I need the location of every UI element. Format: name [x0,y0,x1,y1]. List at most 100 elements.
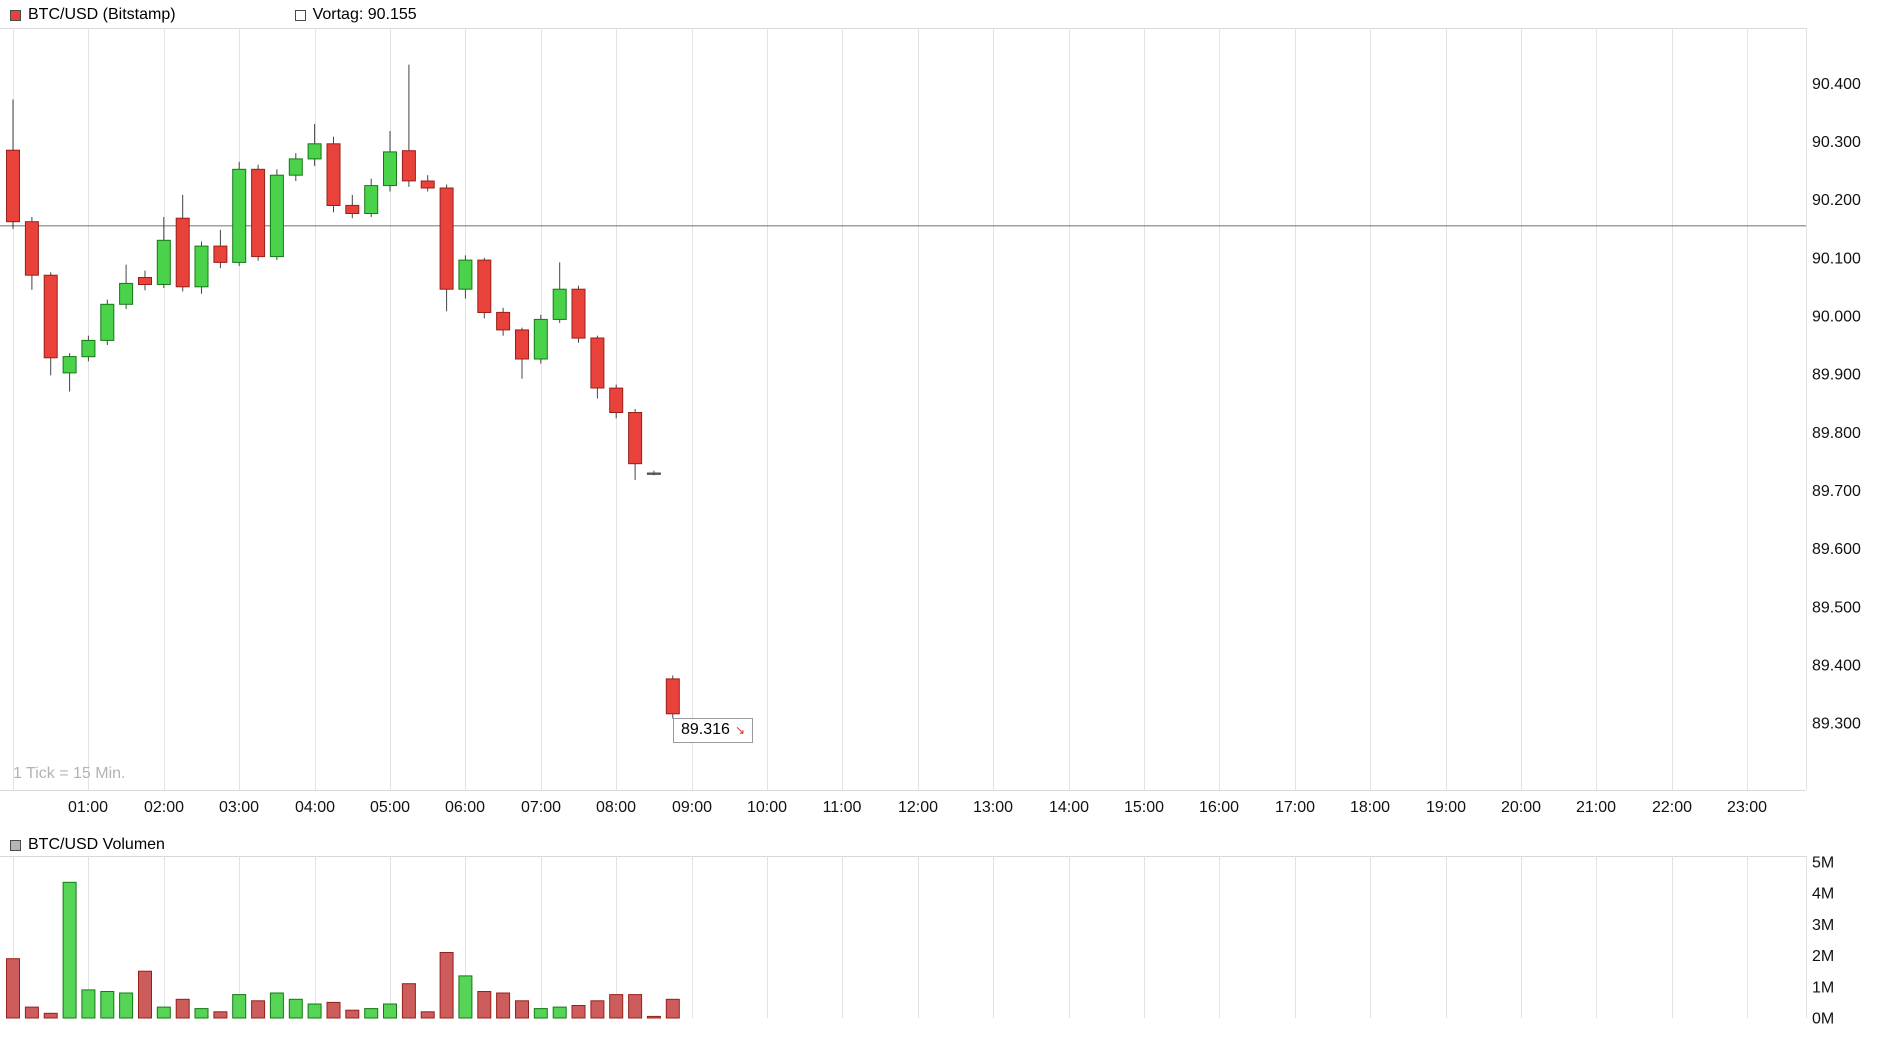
volume-axis-label: 4M [1812,886,1834,903]
time-axis-label: 07:00 [521,799,561,816]
time-axis-label: 10:00 [747,799,787,816]
previous-close-checkbox[interactable] [294,9,306,21]
candle-body [100,303,115,341]
candle-body [24,221,39,276]
volume-color-swatch-icon[interactable] [10,839,21,851]
volume-axis-label: 3M [1812,917,1834,934]
candle-body [288,158,303,176]
volume-bar [590,1000,605,1019]
volume-bar [439,952,454,1019]
time-axis-label: 14:00 [1049,799,1089,816]
time-axis-label: 11:00 [823,799,862,816]
candle-body [175,217,190,288]
time-axis-label: 22:00 [1652,799,1692,816]
time-axis-label: 15:00 [1124,799,1164,816]
volume-bar [401,983,416,1019]
last-price-value: 89.316 [681,721,730,738]
volume-bar [24,1006,39,1019]
time-axis-label: 12:00 [898,799,938,816]
volume-bar [307,1003,322,1019]
candle-body [646,472,661,475]
volume-bar [533,1008,548,1019]
previous-close-label: Vortag: 90.155 [312,6,417,23]
volume-bar [81,989,96,1019]
last-price-box: 89.316 ↘ [673,718,753,743]
time-axis-label: 09:00 [672,799,712,816]
volume-bar [251,1000,266,1019]
volume-bar [156,1006,171,1019]
candle-body [609,387,624,414]
candle-body [552,288,567,320]
price-axis-label: 89.600 [1812,541,1861,558]
volume-bar [552,1006,567,1019]
price-axis-label: 90.000 [1812,308,1861,325]
volume-bar [138,970,152,1019]
time-axis-label: 02:00 [144,799,184,816]
price-axis-label: 90.200 [1812,192,1861,209]
time-axis-label: 01:00 [68,799,108,816]
candle-body [119,282,134,305]
price-axis-label: 89.500 [1812,599,1861,616]
volume-bar [515,1000,529,1019]
candle-body [6,149,20,223]
time-axis-label: 20:00 [1501,799,1541,816]
time-axis-label: 17:00 [1275,799,1315,816]
candle-body [665,678,680,715]
time-axis-label: 21:00 [1576,799,1616,816]
volume-bar [609,994,624,1019]
volume-bar [496,992,511,1019]
candle-body [62,356,77,374]
volume-bar [6,958,20,1019]
volume-bar [646,1015,661,1019]
volume-bar [628,994,643,1019]
volume-label: BTC/USD Volumen [28,836,165,853]
volume-bar [194,1008,209,1019]
volume-bar [665,998,680,1019]
volume-axis-label: 0M [1812,1011,1834,1028]
candle-body [458,259,473,290]
candle-body [156,239,171,286]
volume-bar [383,1003,397,1019]
volume-bar [269,992,284,1019]
price-axis-label: 90.100 [1812,250,1861,267]
candle-body [269,174,284,258]
time-axis-label: 23:00 [1727,799,1767,816]
volume-bar [345,1009,360,1019]
time-axis-label: 16:00 [1199,799,1239,816]
series-label: BTC/USD (Bitstamp) [28,6,176,23]
volume-bar [175,998,190,1019]
series-color-swatch-icon[interactable] [10,9,21,21]
candle-body [515,329,529,360]
time-axis-label: 04:00 [295,799,335,816]
volume-bar [232,994,247,1019]
candle-body [364,185,379,215]
price-axis-label: 90.300 [1812,134,1861,151]
volume-axis-label: 5M [1812,855,1834,872]
arrow-down-right-icon: ↘ [734,723,745,737]
volume-bar [571,1005,586,1019]
volume-bar [43,1012,58,1019]
volume-bar [213,1011,228,1019]
candle-body [43,274,58,359]
candle-body [590,337,605,389]
candle-body [232,168,247,263]
candle-body [383,151,397,187]
volume-bar [326,1001,341,1019]
time-axis-label: 05:00 [370,799,410,816]
volume-chart-legend: BTC/USD Volumen [10,836,165,854]
volume-axis-label: 1M [1812,979,1834,996]
candle-body [194,245,209,288]
volume-bar [62,881,77,1019]
price-axis-label: 90.400 [1812,76,1861,93]
candle-body [138,277,152,285]
volume-bar [100,991,115,1019]
volume-bar [420,1011,435,1019]
candle-body [345,204,360,214]
price-axis-label: 89.800 [1812,425,1861,442]
candle-body [571,288,586,339]
price-axis-label: 89.700 [1812,483,1861,500]
time-axis-label: 18:00 [1350,799,1390,816]
candle-body [326,143,341,207]
time-axis-label: 19:00 [1426,799,1466,816]
